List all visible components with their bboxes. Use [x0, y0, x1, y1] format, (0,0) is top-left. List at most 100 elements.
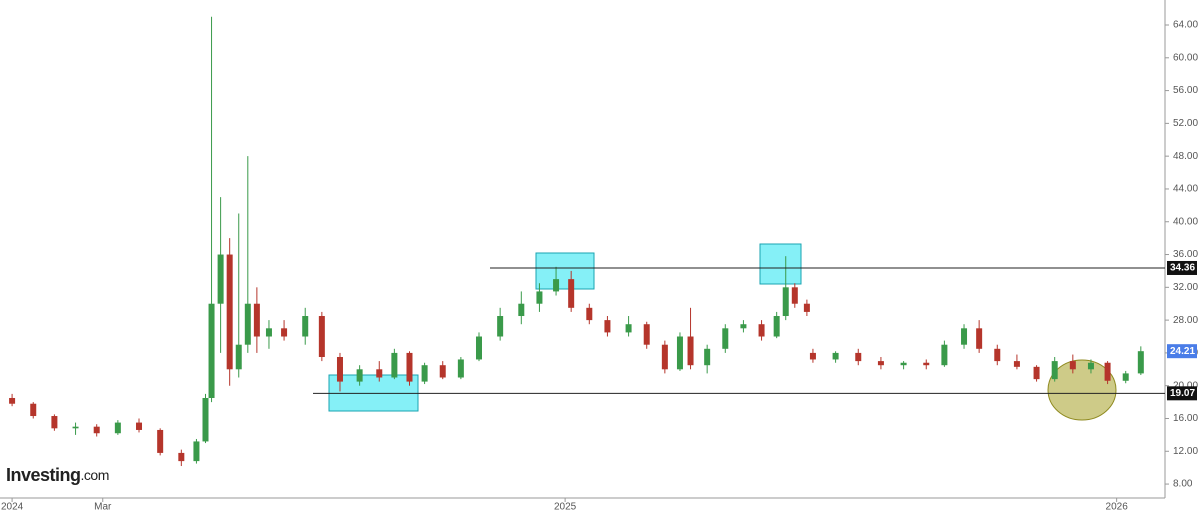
candle-body	[178, 452, 185, 462]
candle-body	[114, 422, 121, 434]
candle-body	[994, 348, 1001, 362]
candle-body	[1122, 373, 1129, 381]
candle-body	[803, 303, 810, 312]
candle-body	[536, 291, 543, 304]
candle-body	[553, 279, 560, 292]
marks	[9, 16, 1144, 467]
candle-body	[475, 336, 482, 360]
candle-body	[497, 316, 504, 337]
candle-body	[625, 324, 632, 333]
candle-body	[1137, 351, 1144, 374]
candle-body	[809, 352, 816, 360]
candle-body	[773, 316, 780, 337]
brand-suffix: .com	[81, 467, 109, 483]
y-tick-label: 48.00	[1173, 151, 1198, 162]
y-tick-label: 28.00	[1173, 315, 1198, 326]
candle-body	[208, 303, 215, 398]
y-tick-label: 12.00	[1173, 446, 1198, 457]
candle-body	[941, 344, 948, 366]
candle-body	[758, 324, 765, 337]
candle-body	[336, 357, 343, 382]
candle-body	[439, 365, 446, 378]
brand-name: Investing	[6, 465, 81, 485]
brand-logo: Investing.com	[6, 465, 109, 485]
candle-body	[72, 426, 79, 429]
candle-body	[1013, 361, 1020, 367]
y-tick-label: 64.00	[1173, 20, 1198, 31]
candle-body	[1104, 362, 1111, 381]
x-tick-label: 2024	[1, 502, 24, 512]
candle-body	[136, 422, 143, 430]
candle-body	[961, 328, 968, 345]
candle-body	[376, 369, 383, 378]
candle-body	[740, 324, 747, 329]
candle-body	[782, 287, 789, 317]
candle-body	[855, 352, 862, 362]
candle-body	[265, 328, 272, 337]
candle-body	[9, 397, 16, 404]
candle-body	[832, 352, 839, 360]
candle-body	[791, 287, 798, 304]
candle-body	[202, 397, 209, 442]
candle-body	[244, 303, 251, 345]
candle-body	[518, 303, 525, 317]
candle-body	[391, 352, 398, 378]
candle-body	[923, 362, 930, 366]
y-tick-label: 56.00	[1173, 85, 1198, 96]
candle-body	[157, 429, 164, 453]
candle-body	[661, 344, 668, 370]
highlight-box	[759, 243, 802, 285]
candle-body	[302, 316, 309, 337]
y-tick-label: 8.00	[1173, 479, 1193, 490]
candle-body	[30, 403, 37, 417]
x-tick-label: 2026	[1106, 502, 1129, 512]
candle-body	[900, 362, 907, 366]
candle-body	[586, 307, 593, 321]
y-tick-label: 52.00	[1173, 118, 1198, 129]
candle-body	[457, 359, 464, 378]
candle-body	[51, 416, 58, 429]
y-tick-label: 36.00	[1173, 249, 1198, 260]
candle-body	[217, 254, 224, 304]
candle-body	[281, 328, 288, 337]
highlight-ellipse	[1047, 359, 1117, 421]
candle-body	[877, 361, 884, 366]
x-tick-label: Mar	[94, 502, 112, 512]
price-label-box	[1167, 386, 1197, 401]
candle-body	[704, 348, 711, 366]
highlight-box	[535, 252, 595, 290]
candle-body	[1087, 362, 1094, 370]
candle-body	[687, 336, 694, 366]
x-tick-label: 2025	[554, 502, 577, 512]
candle-body	[976, 328, 983, 349]
candle-body	[406, 352, 413, 382]
y-tick-label: 60.00	[1173, 52, 1198, 63]
candle-body	[722, 328, 729, 349]
candle-body	[643, 324, 650, 345]
price-label: 19.07	[1170, 388, 1195, 399]
candle-body	[1033, 366, 1040, 380]
candle-body	[356, 369, 363, 382]
candle-body	[421, 365, 428, 382]
candle-body	[676, 336, 683, 370]
last-price-box	[1167, 344, 1197, 359]
candle-body	[1069, 361, 1076, 370]
last-price-label: 24.21	[1170, 346, 1195, 357]
candle-body	[568, 279, 575, 308]
candle-body	[253, 303, 260, 337]
price-label: 34.36	[1170, 263, 1195, 274]
candle-body	[604, 320, 611, 333]
y-tick-label: 32.00	[1173, 282, 1198, 293]
candle-body	[1051, 361, 1058, 380]
y-tick-label: 40.00	[1173, 216, 1198, 227]
y-tick-label: 20.00	[1173, 380, 1198, 391]
candle-body	[226, 254, 233, 370]
y-tick-label: 44.00	[1173, 184, 1198, 195]
candle-body	[193, 441, 200, 462]
candle-body	[235, 344, 242, 370]
y-tick-label: 16.00	[1173, 413, 1198, 424]
candle-body	[318, 316, 325, 358]
candle-body	[93, 426, 100, 434]
price-label-box	[1167, 260, 1197, 275]
